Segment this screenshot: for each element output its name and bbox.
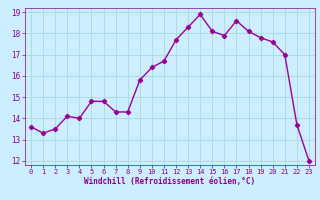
X-axis label: Windchill (Refroidissement éolien,°C): Windchill (Refroidissement éolien,°C) bbox=[84, 177, 256, 186]
